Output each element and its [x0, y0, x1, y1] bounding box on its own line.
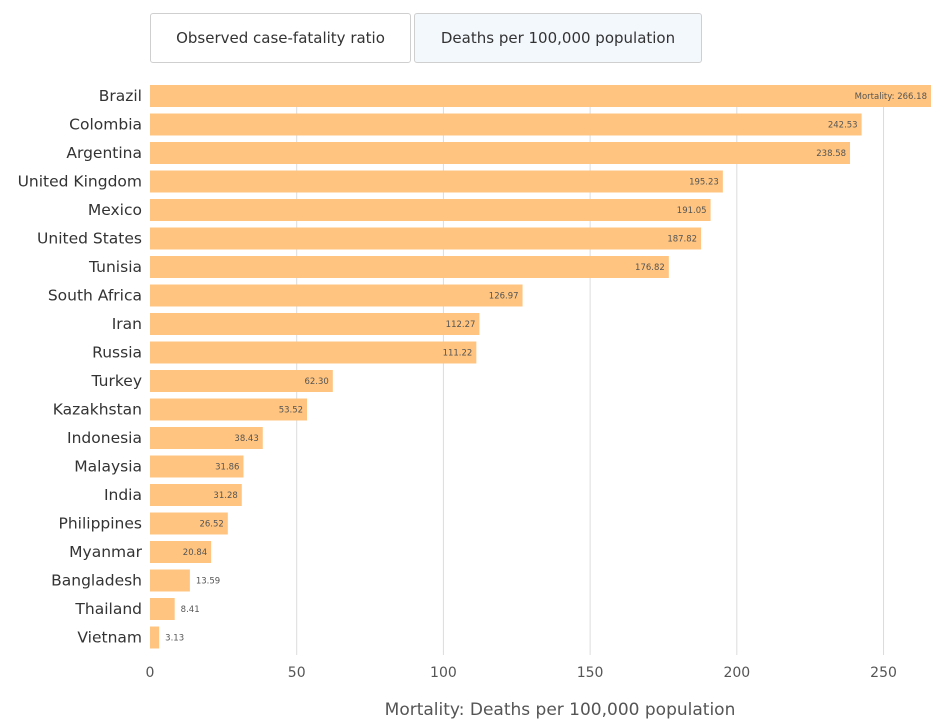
x-tick-label: 150 — [577, 665, 604, 681]
category-label: Kazakhstan — [53, 401, 142, 419]
category-label: Malaysia — [74, 458, 142, 476]
bar — [150, 113, 862, 136]
data-label: 191.05 — [677, 206, 707, 216]
bar — [150, 484, 242, 506]
bar — [150, 427, 263, 449]
data-label: 62.30 — [304, 377, 328, 387]
data-label: 111.22 — [443, 349, 473, 359]
data-label: 126.97 — [489, 292, 519, 302]
data-label: 242.53 — [828, 121, 858, 131]
category-label: Tunisia — [88, 258, 142, 276]
data-label: 31.28 — [213, 491, 237, 501]
tab-case-fatality-ratio[interactable]: Observed case-fatality ratio — [150, 13, 411, 63]
category-label: Turkey — [91, 372, 142, 390]
category-label: Thailand — [74, 600, 142, 618]
bar — [150, 398, 308, 421]
data-label: 176.82 — [635, 263, 665, 273]
bar — [150, 284, 523, 307]
category-label: Russia — [92, 344, 142, 362]
data-label: 31.86 — [215, 463, 239, 473]
bar — [150, 569, 190, 592]
category-label: Myanmar — [69, 543, 142, 561]
category-label: United Kingdom — [18, 173, 142, 191]
tab-deaths-per-100k[interactable]: Deaths per 100,000 population — [414, 13, 702, 63]
category-label: United States — [37, 230, 142, 248]
mortality-bar-chart: 0 50 100 150 200 250 Brazil Mortality: 266.18 Co… — [18, 85, 931, 681]
category-label: Argentina — [66, 144, 142, 162]
bar — [150, 370, 333, 392]
data-label: 112.27 — [446, 320, 476, 330]
bar — [150, 256, 669, 278]
x-tick-label: 250 — [870, 665, 897, 681]
bar — [150, 455, 244, 478]
data-label: 187.82 — [667, 235, 697, 245]
bar — [150, 199, 711, 221]
bar — [150, 313, 480, 335]
data-label: 3.13 — [165, 634, 184, 644]
data-label: 238.58 — [816, 149, 846, 159]
category-label: Indonesia — [67, 429, 142, 447]
bar — [150, 85, 931, 107]
x-axis-label: Mortality: Deaths per 100,000 population — [384, 700, 736, 720]
data-label: 8.41 — [181, 605, 200, 615]
data-label: Mortality: 266.18 — [855, 92, 927, 102]
x-tick-label: 50 — [288, 665, 306, 681]
data-label: 26.52 — [199, 520, 223, 530]
bar — [150, 227, 702, 250]
x-tick-label: 100 — [430, 665, 457, 681]
metric-tabs: Observed case-fatality ratio Deaths per … — [150, 13, 702, 63]
category-label: South Africa — [48, 287, 142, 305]
bar — [150, 341, 477, 364]
category-label: Colombia — [69, 116, 142, 134]
category-label: Mexico — [88, 201, 142, 219]
bar — [150, 541, 212, 563]
category-label: India — [104, 486, 142, 504]
bar — [150, 626, 160, 649]
category-label: Bangladesh — [51, 572, 142, 590]
bar — [150, 170, 723, 193]
bar — [150, 598, 175, 620]
data-label: 53.52 — [279, 406, 303, 416]
data-label: 38.43 — [234, 434, 258, 444]
x-tick-label: 200 — [723, 665, 750, 681]
category-label: Vietnam — [77, 629, 142, 647]
data-label: 13.59 — [196, 577, 220, 587]
category-label: Philippines — [58, 515, 142, 533]
data-label: 195.23 — [689, 178, 719, 188]
category-label: Brazil — [99, 87, 142, 105]
bar — [150, 142, 851, 164]
bar — [150, 512, 228, 535]
data-label: 20.84 — [183, 548, 207, 558]
x-tick-label: 0 — [146, 665, 155, 681]
category-label: Iran — [112, 315, 142, 333]
